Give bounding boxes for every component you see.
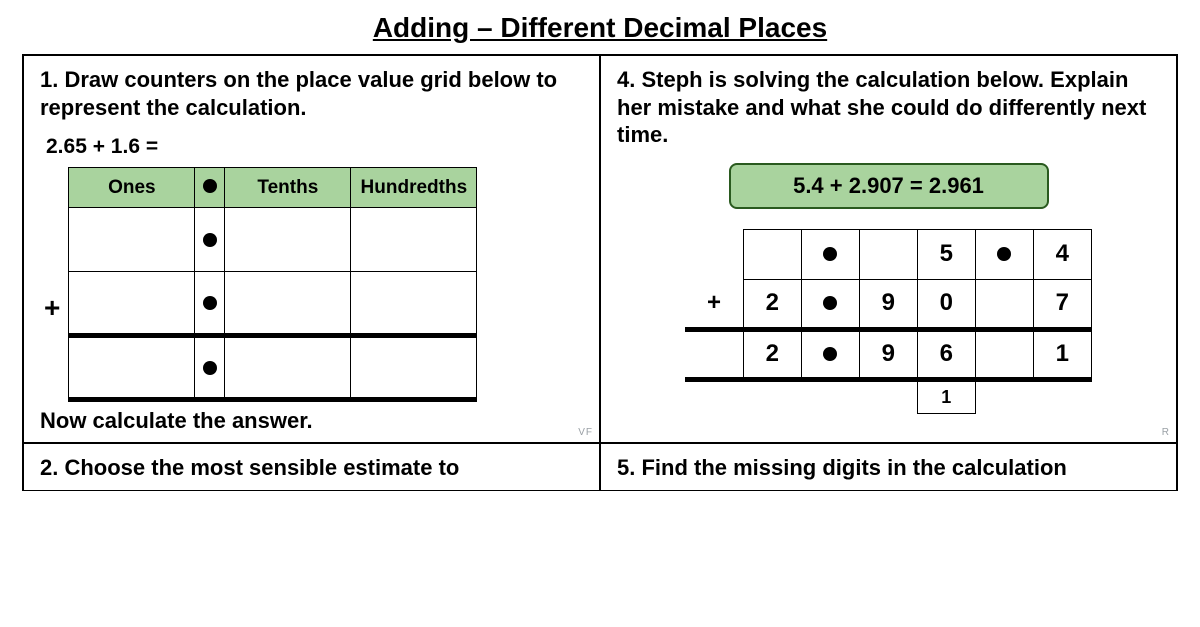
q2-prompt: 2. Choose the most sensible estimate to (40, 454, 583, 482)
q1-followup: Now calculate the answer. (40, 408, 583, 434)
decimal-dot-icon (203, 361, 217, 375)
q4-prompt: 4. Steph is solving the calculation belo… (617, 66, 1160, 149)
plus-sign: + (44, 294, 60, 322)
decimal-dot-icon (203, 233, 217, 247)
q5-prompt: 5. Find the missing digits in the calcul… (617, 454, 1160, 482)
pv-row-sum (69, 336, 477, 400)
pv-row-2 (69, 272, 477, 336)
pv-header-hundredths: Hundredths (351, 168, 477, 208)
q4-corner-label: R (1162, 427, 1170, 438)
decimal-dot-icon (203, 179, 217, 193)
question-grid: 1. Draw counters on the place value grid… (22, 54, 1178, 491)
pv-header-dot (195, 168, 225, 208)
page-title: Adding – Different Decimal Places (22, 12, 1178, 44)
question-4: 4. Steph is solving the calculation belo… (600, 55, 1177, 443)
decimal-dot-icon (997, 247, 1011, 261)
question-2: 2. Choose the most sensible estimate to (23, 443, 600, 490)
pv-header-ones: Ones (69, 168, 195, 208)
colsum-row-3: 2 9 6 1 (685, 329, 1091, 379)
colsum-row-2: + 2 9 0 7 (685, 279, 1091, 329)
colsum-row-1: 5 4 (685, 229, 1091, 279)
q1-prompt: 1. Draw counters on the place value grid… (40, 66, 583, 121)
pv-row-1 (69, 208, 477, 272)
colsum-carry: 1 (685, 379, 1091, 413)
q4-equation-box: 5.4 + 2.907 = 2.961 (729, 163, 1049, 209)
question-1: 1. Draw counters on the place value grid… (23, 55, 600, 443)
decimal-dot-icon (823, 247, 837, 261)
decimal-dot-icon (823, 296, 837, 310)
decimal-dot-icon (823, 347, 837, 361)
place-value-grid: Ones Tenths Hundredths (68, 167, 477, 402)
column-addition: 5 4 + 2 9 0 7 2 9 6 (685, 229, 1092, 414)
place-value-wrapper: + Ones Tenths Hundredths (44, 167, 583, 402)
pv-header-tenths: Tenths (225, 168, 351, 208)
pv-header-row: Ones Tenths Hundredths (69, 168, 477, 208)
question-5: 5. Find the missing digits in the calcul… (600, 443, 1177, 490)
decimal-dot-icon (203, 296, 217, 310)
q1-corner-label: VF (578, 427, 593, 438)
worksheet-page: Adding – Different Decimal Places 1. Dra… (0, 0, 1200, 491)
q1-equation: 2.65 + 1.6 = (46, 135, 583, 159)
